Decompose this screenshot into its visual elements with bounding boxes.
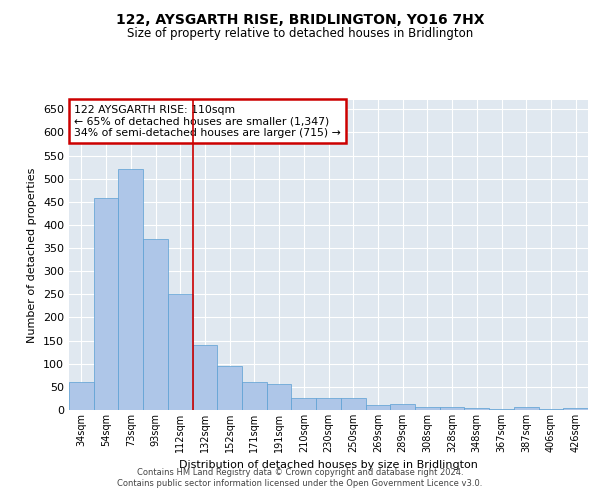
Bar	[563, 408, 588, 410]
Bar	[168, 294, 193, 410]
Text: 122, AYSGARTH RISE, BRIDLINGTON, YO16 7HX: 122, AYSGARTH RISE, BRIDLINGTON, YO16 7H…	[116, 12, 484, 26]
Bar	[539, 408, 563, 410]
Bar	[143, 239, 168, 410]
Bar	[94, 198, 118, 410]
Y-axis label: Number of detached properties: Number of detached properties	[28, 168, 37, 342]
Text: Contains HM Land Registry data © Crown copyright and database right 2024.
Contai: Contains HM Land Registry data © Crown c…	[118, 468, 482, 487]
Text: 122 AYSGARTH RISE: 110sqm
← 65% of detached houses are smaller (1,347)
34% of se: 122 AYSGARTH RISE: 110sqm ← 65% of detac…	[74, 104, 341, 138]
Bar	[390, 404, 415, 410]
Bar	[365, 406, 390, 410]
Bar	[193, 345, 217, 410]
Bar	[292, 398, 316, 410]
Bar	[118, 170, 143, 410]
Bar	[440, 407, 464, 410]
Bar	[489, 408, 514, 410]
Bar	[341, 398, 365, 410]
Bar	[514, 407, 539, 410]
Bar	[242, 382, 267, 410]
Bar	[415, 407, 440, 410]
Bar	[316, 398, 341, 410]
Bar	[217, 366, 242, 410]
Bar	[464, 408, 489, 410]
Bar	[267, 384, 292, 410]
X-axis label: Distribution of detached houses by size in Bridlington: Distribution of detached houses by size …	[179, 460, 478, 470]
Text: Size of property relative to detached houses in Bridlington: Size of property relative to detached ho…	[127, 28, 473, 40]
Bar	[69, 382, 94, 410]
